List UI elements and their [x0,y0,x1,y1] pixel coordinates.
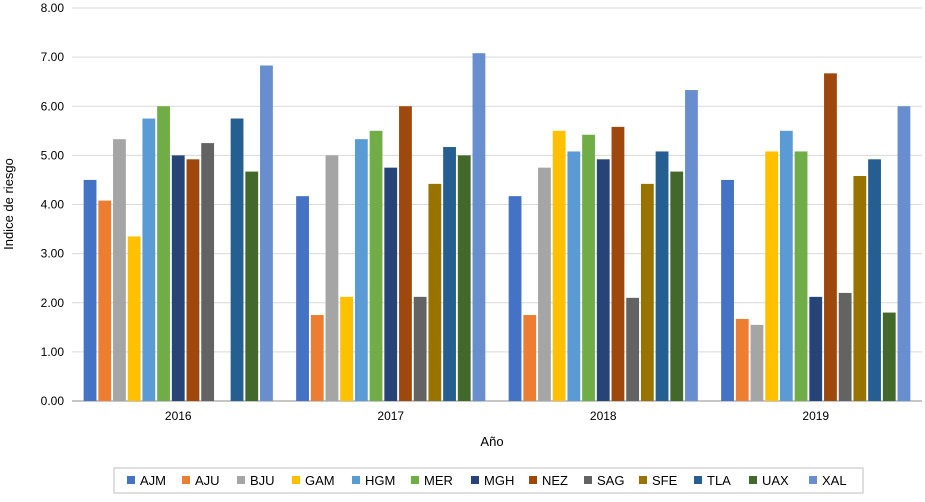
bar-nez-2016 [186,159,200,401]
y-tick-label: 3.00 [41,247,65,261]
bar-gam-2017 [340,296,354,401]
bar-tla-2016 [230,118,244,401]
legend-swatch-uax [749,476,757,484]
bar-tla-2018 [655,151,669,401]
legend-label-sfe: SFE [652,473,678,488]
bar-tla-2019 [868,159,881,401]
bar-ajm-2016 [83,179,97,401]
bar-hgm-2016 [142,118,156,401]
bar-sag-2017 [413,296,427,401]
bar-gam-2018 [552,130,566,401]
bar-xal-2019 [897,106,911,401]
bar-xal-2016 [260,65,273,401]
bar-bju-2018 [538,167,551,401]
bar-sfe-2018 [640,183,654,401]
bar-mgh-2016 [171,155,185,401]
x-tick-label: 2018 [590,409,617,423]
legend-label-ajm: AJM [140,473,166,488]
legend-label-aju: AJU [195,473,220,488]
bar-mer-2018 [582,134,595,401]
bar-bju-2016 [113,139,126,401]
legend-swatch-aju [182,476,190,484]
y-axis-ticks: 0.00 1.00 2.00 3.00 4.00 5.00 6.00 7.00 8.00 [41,1,65,408]
y-tick-label: 0.00 [41,394,65,408]
bar-xal-2018 [685,90,698,401]
legend-swatch-sfe [639,476,647,484]
legend-swatch-nez [529,476,537,484]
bar-gam-2016 [127,236,141,401]
legend-label-tla: TLA [707,473,731,488]
x-axis-ticks: 2016 2017 2018 2019 [165,409,830,423]
legend-label-bju: BJU [250,473,275,488]
bar-mgh-2019 [809,296,823,401]
bar-bju-2019 [750,324,764,401]
bar-hgm-2018 [567,151,581,401]
bar-sag-2016 [201,143,215,401]
x-tick-label: 2016 [165,409,192,423]
legend-swatch-xal [809,476,817,484]
y-tick-label: 5.00 [41,148,65,162]
y-tick-label: 7.00 [41,50,65,64]
y-tick-label: 1.00 [41,345,65,359]
bar-uax-2018 [670,171,684,401]
bar-mer-2016 [157,106,170,401]
y-tick-label: 8.00 [41,1,65,15]
bar-aju-2019 [735,318,749,401]
x-tick-label: 2019 [802,409,829,423]
legend-label-gam: GAM [305,473,335,488]
bars-group [83,53,911,402]
legend-label-xal: XAL [822,473,847,488]
bar-aju-2018 [523,315,537,401]
bar-bju-2017 [325,155,339,401]
bar-hgm-2017 [354,139,368,401]
bar-mgh-2018 [596,159,610,401]
legend-label-sag: SAG [597,473,624,488]
bar-sag-2019 [838,292,852,401]
legend-label-uax: UAX [762,473,789,488]
bar-aju-2016 [98,200,112,401]
x-axis-label: Año [480,434,503,449]
y-tick-label: 6.00 [41,99,65,113]
bar-hgm-2019 [779,130,793,401]
legend-swatch-bju [237,476,245,484]
bar-aju-2017 [310,315,324,401]
y-tick-label: 4.00 [41,198,65,212]
gridlines [72,7,922,402]
bar-ajm-2018 [508,196,522,401]
bar-uax-2017 [457,155,471,401]
bar-mer-2019 [794,151,808,401]
bar-nez-2019 [824,73,837,402]
bar-gam-2019 [765,151,779,401]
bar-xal-2017 [472,53,486,401]
y-axis-label: Indice de riesgo [1,158,16,250]
legend-swatch-gam [292,476,300,484]
legend-label-mer: MER [424,473,453,488]
bar-tla-2017 [443,147,456,401]
bar-mer-2017 [369,130,383,401]
legend-label-nez: NEZ [542,473,568,488]
bar-uax-2016 [245,171,259,401]
y-tick-label: 2.00 [41,296,65,310]
bar-nez-2018 [611,126,625,401]
bar-sag-2018 [626,297,640,401]
legend-label-mgh: MGH [484,473,514,488]
bar-uax-2019 [882,312,896,401]
bar-sfe-2017 [428,183,442,401]
x-tick-label: 2017 [377,409,404,423]
bar-sfe-2019 [853,176,867,401]
legend-swatch-sag [584,476,592,484]
legend-swatch-tla [694,476,702,484]
bar-nez-2017 [399,106,412,401]
legend-swatch-mgh [471,476,479,484]
legend-swatch-hgm [352,476,360,484]
legend-label-hgm: HGM [365,473,395,488]
bar-ajm-2019 [721,179,734,401]
legend: AJM AJU BJU GAM HGM MER MGH NEZ SAG SFE TLA UAX XAL [113,467,864,494]
legend-swatch-mer [411,476,419,484]
bar-ajm-2017 [296,196,309,401]
bar-mgh-2017 [384,167,398,401]
legend-swatch-ajm [127,476,135,484]
